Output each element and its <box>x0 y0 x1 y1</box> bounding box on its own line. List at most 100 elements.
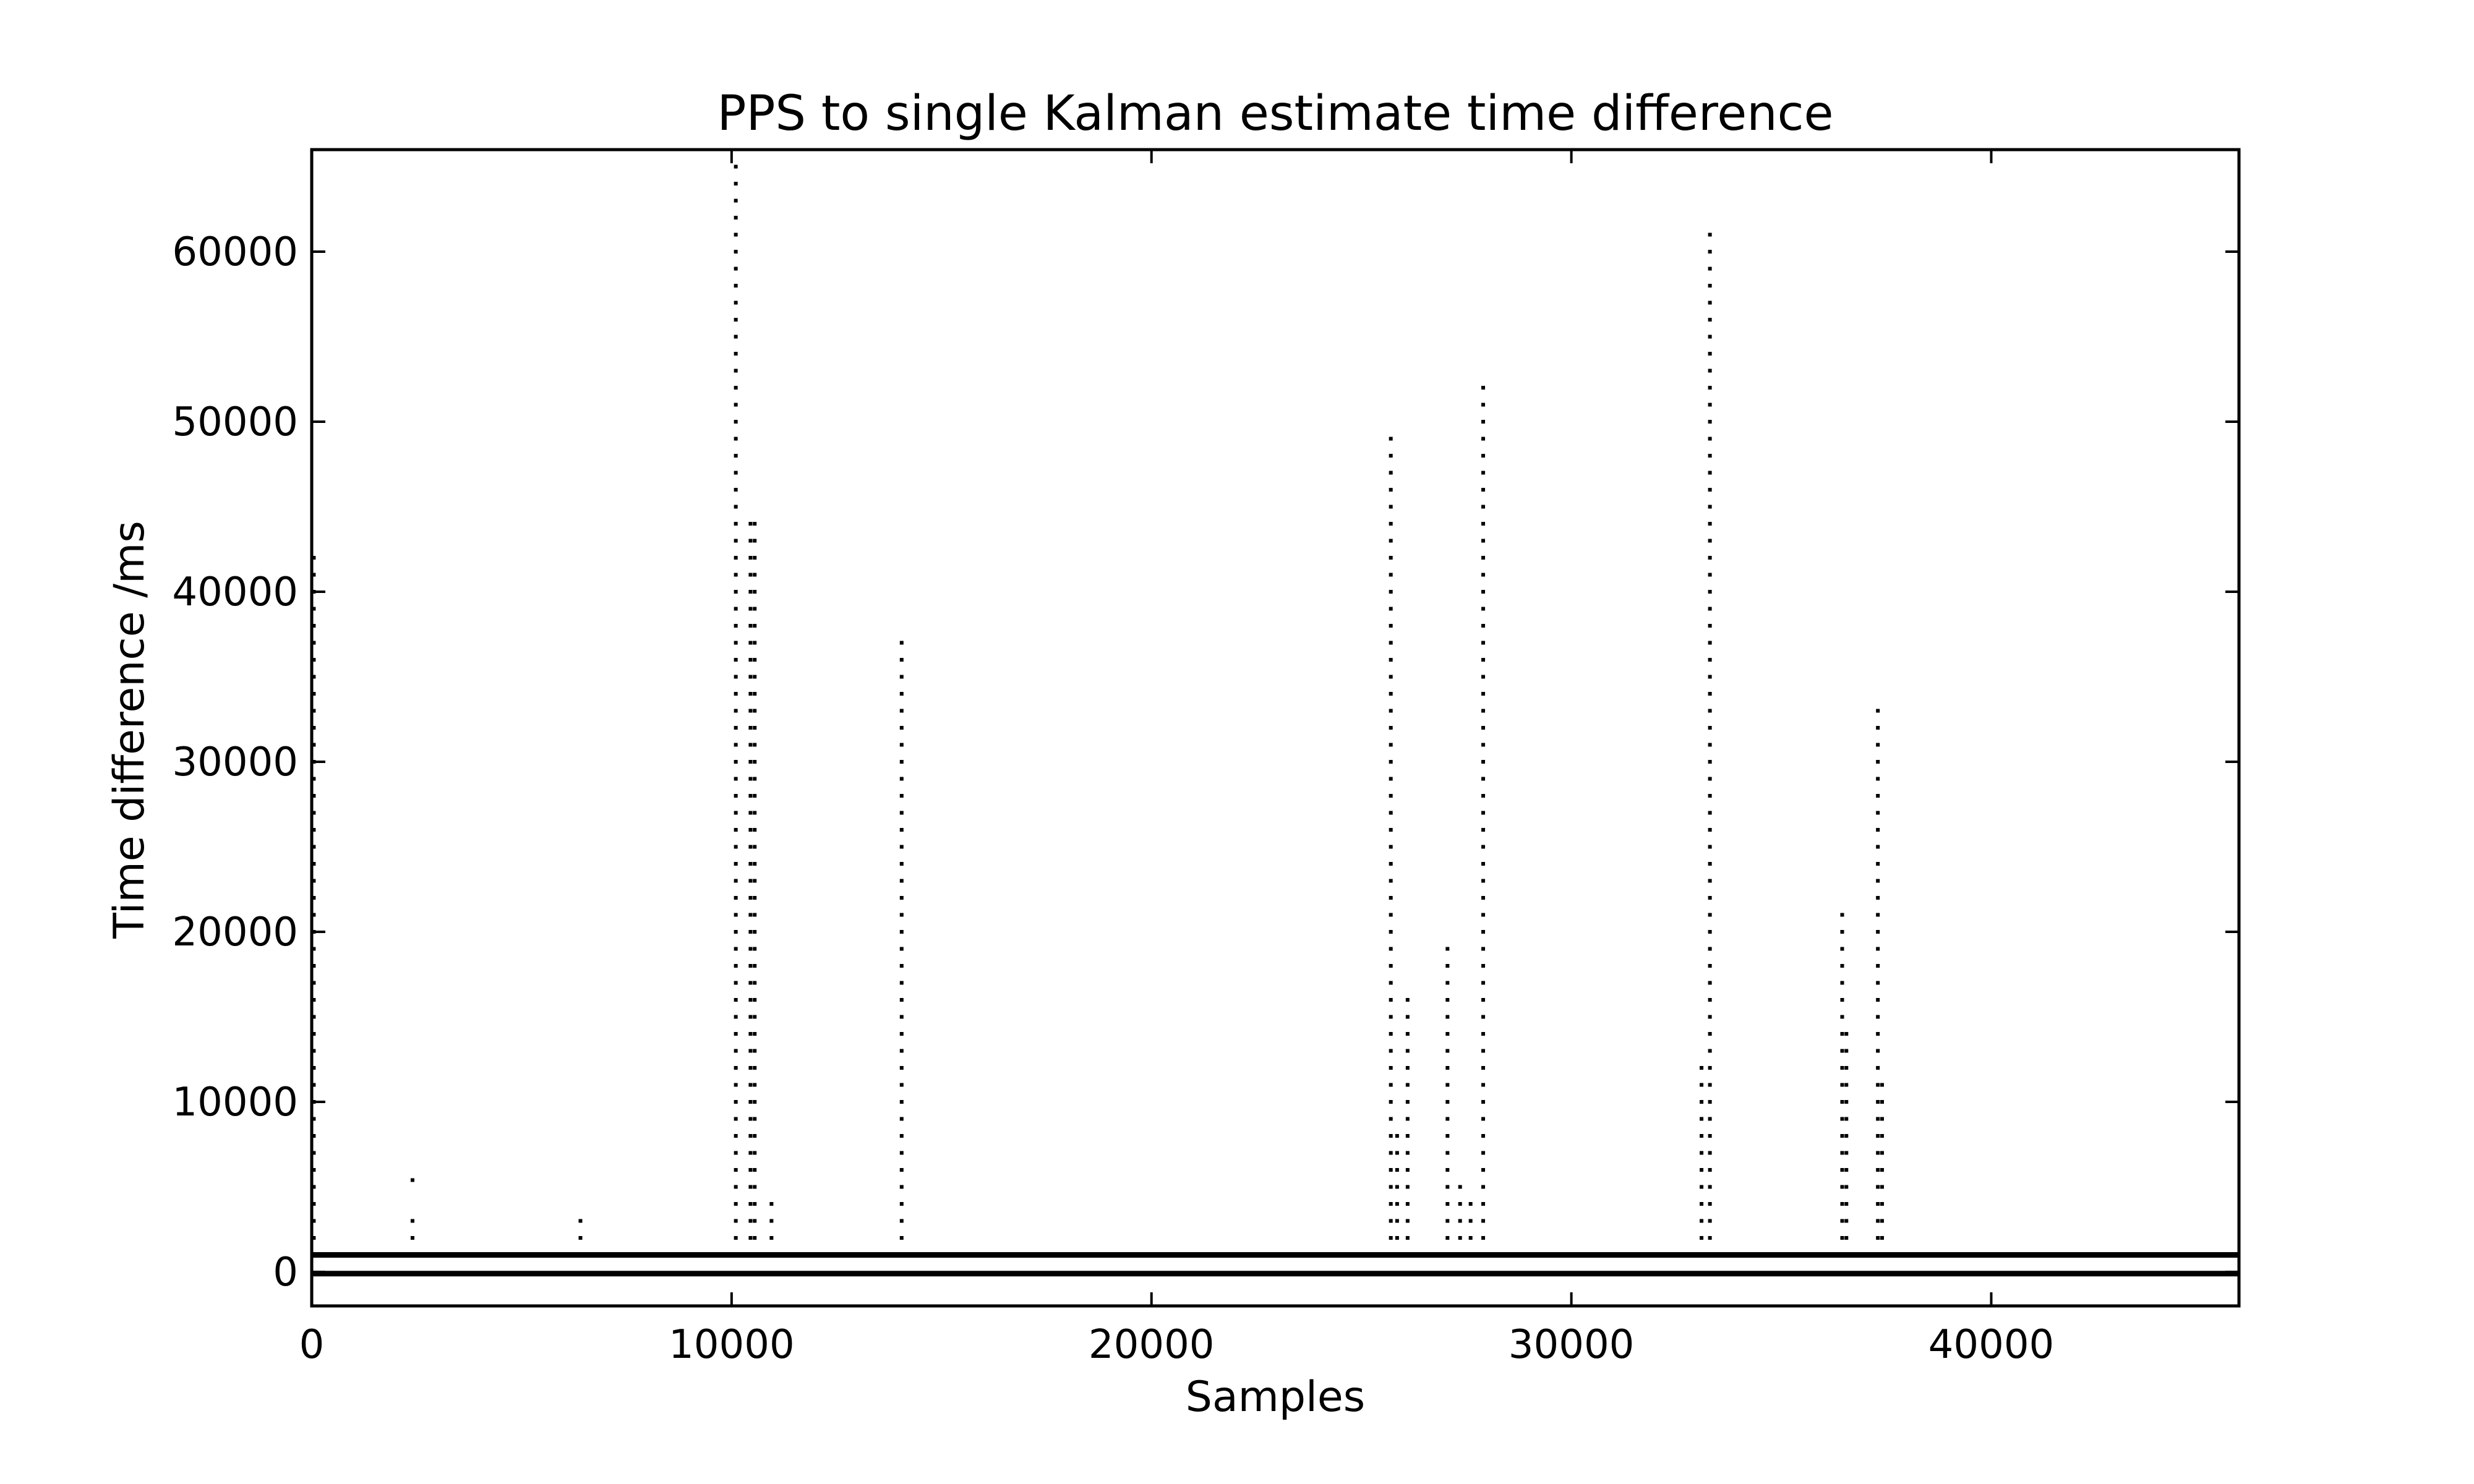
data-point <box>1389 896 1393 900</box>
data-point <box>1389 930 1393 934</box>
x-tick-label: 0 <box>299 1322 325 1368</box>
data-point <box>1389 828 1393 832</box>
data-point <box>753 1100 757 1104</box>
data-point <box>1700 1236 1704 1240</box>
data-point <box>1880 1168 1884 1172</box>
data-point <box>1405 1083 1410 1087</box>
data-point <box>1389 1032 1393 1036</box>
data-point <box>1708 539 1712 543</box>
data-point <box>753 862 757 866</box>
data-point <box>753 590 757 594</box>
data-point <box>578 1219 583 1223</box>
data-point <box>734 437 738 441</box>
data-point <box>1708 1100 1712 1104</box>
data-point <box>312 1083 316 1087</box>
data-point <box>1708 998 1712 1002</box>
data-point <box>1405 1202 1410 1206</box>
data-point <box>1708 811 1712 815</box>
data-point <box>1481 573 1486 577</box>
data-point <box>1876 1117 1880 1121</box>
data-point <box>1468 1202 1473 1206</box>
data-point <box>1876 760 1880 764</box>
data-point <box>1389 1015 1393 1019</box>
data-point <box>1708 420 1712 424</box>
y-tick-label: 20000 <box>172 910 298 955</box>
data-point <box>1844 1151 1849 1155</box>
data-point <box>1481 1100 1486 1104</box>
data-point <box>899 998 904 1002</box>
data-point <box>748 607 753 611</box>
data-point <box>1481 522 1486 526</box>
y-tick-label: 0 <box>273 1250 298 1295</box>
data-point <box>1708 573 1712 577</box>
data-point <box>1405 1015 1410 1019</box>
data-point <box>1840 1117 1844 1121</box>
data-point <box>748 1100 753 1104</box>
data-point <box>1481 420 1486 424</box>
data-point <box>734 862 738 866</box>
data-point <box>1481 1168 1486 1172</box>
plot-frame <box>310 148 2241 1308</box>
data-point <box>312 573 316 577</box>
data-point <box>1389 624 1393 628</box>
data-point <box>734 250 738 254</box>
data-point <box>312 1202 316 1206</box>
data-point <box>1405 1134 1410 1138</box>
data-point <box>899 794 904 798</box>
data-point <box>753 556 757 560</box>
data-point <box>312 709 316 713</box>
data-point <box>734 232 738 237</box>
data-point <box>1844 1236 1849 1240</box>
data-point <box>1481 845 1486 849</box>
data-point <box>1389 981 1393 985</box>
data-point <box>1708 777 1712 781</box>
data-point <box>753 709 757 713</box>
data-point <box>312 896 316 900</box>
data-point <box>1876 1049 1880 1053</box>
data-point <box>1395 1236 1399 1240</box>
data-point <box>1405 1049 1410 1053</box>
data-point <box>1880 1134 1884 1138</box>
data-point <box>1876 777 1880 781</box>
data-point <box>899 726 904 730</box>
data-point <box>1389 454 1393 458</box>
data-point <box>748 811 753 815</box>
data-point <box>748 794 753 798</box>
data-point <box>753 1219 757 1223</box>
data-point <box>1844 1185 1849 1189</box>
data-point <box>899 828 904 832</box>
data-point <box>1389 488 1393 492</box>
data-point <box>734 454 738 458</box>
data-point <box>1876 743 1880 747</box>
data-point <box>753 641 757 645</box>
data-point <box>753 947 757 951</box>
data-point <box>1395 1219 1399 1223</box>
data-point <box>1481 896 1486 900</box>
data-point <box>734 879 738 883</box>
data-point <box>312 879 316 883</box>
data-point <box>312 1015 316 1019</box>
data-point <box>734 369 738 373</box>
data-point <box>753 675 757 679</box>
data-point <box>899 1202 904 1206</box>
data-point <box>1708 641 1712 645</box>
data-point <box>748 760 753 764</box>
data-point <box>1700 1151 1704 1155</box>
data-point <box>1708 964 1712 968</box>
data-point <box>1876 1083 1880 1087</box>
data-point <box>1481 471 1486 475</box>
y-tick-label: 50000 <box>172 399 298 445</box>
data-point <box>899 1032 904 1036</box>
data-point <box>1708 352 1712 356</box>
data-point <box>1876 879 1880 883</box>
data-point <box>734 1219 738 1223</box>
data-point <box>1445 964 1450 968</box>
data-point <box>748 1202 753 1206</box>
data-point <box>1481 607 1486 611</box>
data-point <box>748 743 753 747</box>
data-point <box>312 624 316 628</box>
data-point <box>1389 726 1393 730</box>
data-point <box>1708 590 1712 594</box>
data-point <box>899 1151 904 1155</box>
data-point <box>1708 250 1712 254</box>
